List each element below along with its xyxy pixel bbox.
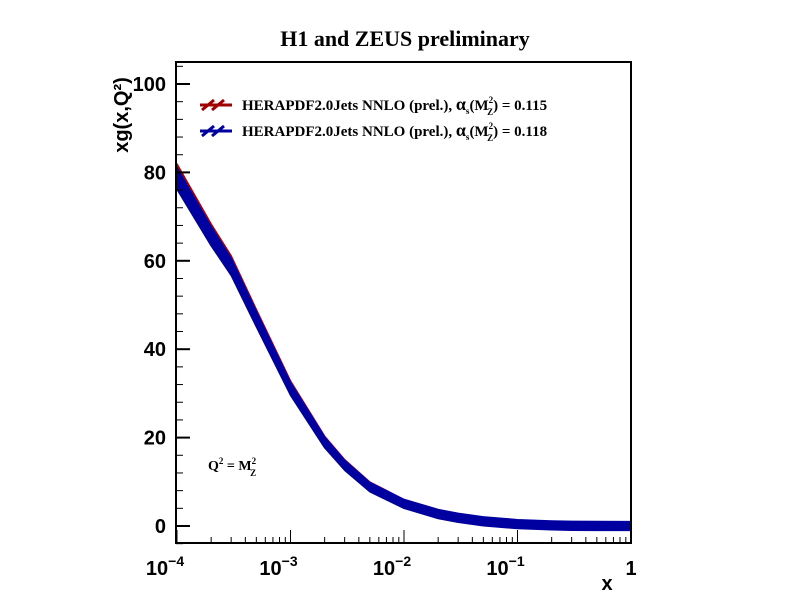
legend-label-part: = 0.118	[498, 124, 547, 140]
legend-label-part: = 0.115	[498, 98, 547, 114]
legend-swatch-hatch-icon	[200, 98, 232, 112]
y-tick-label: 100	[133, 74, 166, 96]
y-axis-label: xg(x,Q²)	[111, 77, 133, 153]
x-tick-label: 10−1	[486, 553, 524, 580]
series-layer	[176, 163, 632, 532]
x-tick-base: 10	[373, 558, 395, 580]
x-tick-label: 10−4	[146, 553, 184, 580]
legend-label-part: HERAPDF2.0Jets NNLO (prel.),	[242, 124, 456, 140]
y-tick-label: 0	[155, 516, 166, 538]
q2-annotation: Q2 = M2 Z	[208, 456, 257, 478]
legend-label-part: 2	[489, 121, 494, 131]
legend-label-part: (M	[469, 98, 488, 114]
legend-label-part: Z	[487, 133, 493, 143]
x-tick-label: 10−2	[373, 553, 411, 580]
legend-label-part: (M	[469, 124, 488, 140]
x-tick-base: 10	[486, 558, 508, 580]
x-tick-exponent: −3	[282, 553, 298, 569]
y-tick-label: 80	[144, 162, 166, 184]
x-tick-label: 1	[625, 558, 636, 580]
y-tick-label: 60	[144, 251, 166, 273]
x-tick-base: 10	[146, 558, 168, 580]
legend-label-part: )	[493, 124, 498, 140]
legend-label-part: α	[456, 120, 466, 140]
legend-label-part: HERAPDF2.0Jets NNLO (prel.),	[242, 98, 456, 114]
x-tick-base: 1	[625, 558, 636, 580]
legend-label: HERAPDF2.0Jets NNLO (prel.), αs(M2 Z) = 0…	[242, 120, 547, 143]
legend-swatch-hatch-icon	[200, 124, 232, 138]
x-tick-base: 10	[259, 558, 281, 580]
legend-label-part: α	[456, 94, 466, 114]
x-axis-label: x	[601, 573, 612, 595]
x-tick-exponent: −4	[168, 553, 184, 569]
legend: HERAPDF2.0Jets NNLO (prel.), αs(M2 Z) = 0…	[200, 94, 547, 143]
legend-label-part: 2	[489, 95, 494, 105]
series-band-0	[176, 163, 632, 531]
chart-title: H1 and ZEUS preliminary	[280, 26, 530, 51]
legend-label: HERAPDF2.0Jets NNLO (prel.), αs(M2 Z) = 0…	[242, 94, 547, 117]
y-tick-label: 20	[144, 428, 166, 450]
x-tick-label: 10−3	[259, 553, 297, 580]
legend-label-part: s	[466, 132, 470, 142]
y-tick-label: 40	[144, 339, 166, 361]
series-band-1	[176, 167, 632, 532]
legend-label-part: Z	[487, 107, 493, 117]
legend-label-part: s	[466, 106, 470, 116]
x-tick-exponent: −2	[395, 553, 411, 569]
legend-label-part: )	[493, 98, 498, 114]
x-tick-exponent: −1	[509, 553, 525, 569]
